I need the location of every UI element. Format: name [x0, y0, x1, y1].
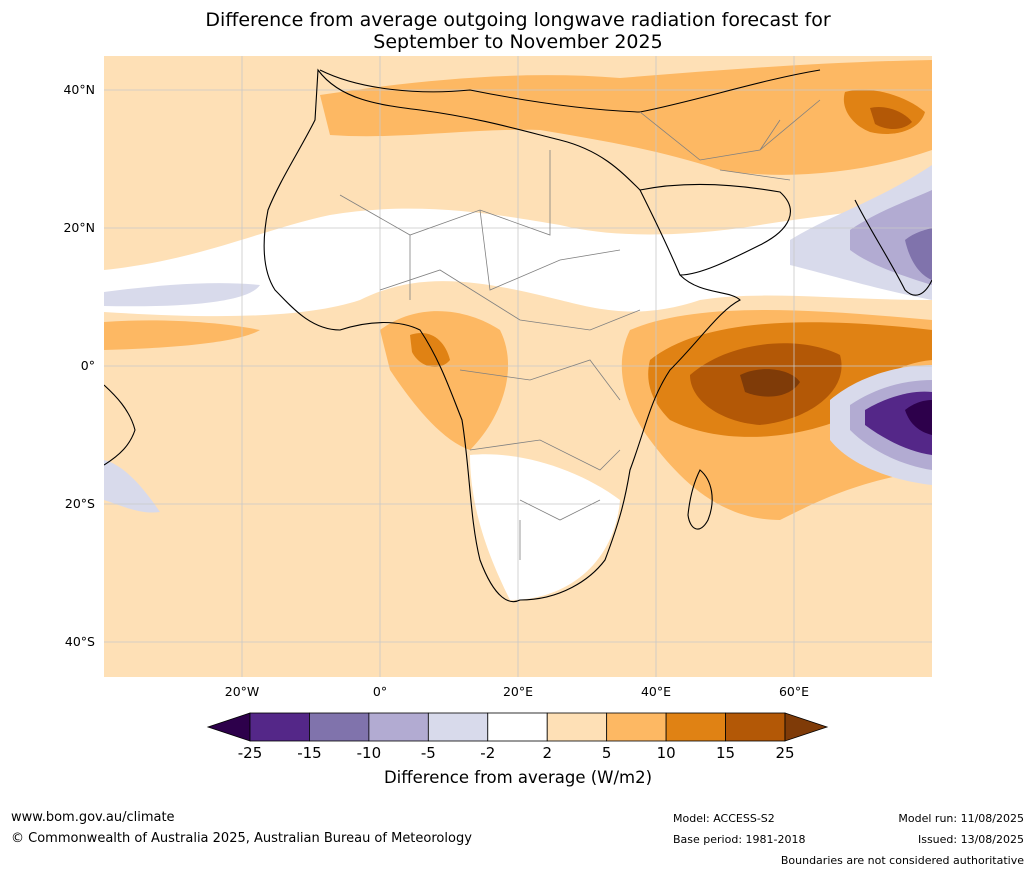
colorbar-swatch — [546, 712, 608, 742]
footer-disclaimer: Boundaries are not considered authoritat… — [780, 854, 1024, 867]
field-indian-ocean-core — [740, 369, 800, 397]
lon-label-20w: 20°W — [224, 684, 260, 699]
footer-base-period: Base period: 1981-2018 — [673, 833, 806, 846]
colorbar-tick-label: 2 — [542, 744, 552, 762]
colorbar-swatch — [249, 712, 310, 742]
colorbar-tick-label: -2 — [480, 744, 496, 762]
title-line-1: Difference from average outgoing longwav… — [205, 9, 831, 31]
south-america-coastline — [104, 384, 136, 466]
footer-website[interactable]: www.bom.gov.au/climate — [11, 810, 175, 825]
colorbar-tick-label: -15 — [297, 744, 322, 762]
footer-copyright: © Commonwealth of Australia 2025, Austra… — [11, 831, 472, 846]
field-south-indian-core — [905, 400, 932, 435]
lon-label-20e: 20°E — [502, 684, 534, 699]
graticule — [104, 56, 932, 677]
colorbar-extend-high — [784, 712, 829, 742]
colorbar-swatch — [487, 712, 548, 742]
lat-label-20s: 20°S — [64, 496, 95, 511]
field-india-deep-purple — [905, 228, 932, 280]
colorbar-swatch — [725, 712, 786, 742]
africa-coastline — [263, 68, 741, 603]
madagascar-coastline — [687, 469, 713, 530]
field-central-asia-dark — [870, 106, 912, 129]
colorbar-swatch — [427, 712, 489, 742]
field-atlantic-light-purple — [104, 283, 260, 307]
colorbar-tick-label: 25 — [775, 744, 795, 762]
colorbar-tick-label: -10 — [356, 744, 382, 762]
colorbar-swatch — [309, 712, 370, 742]
footer-model: Model: ACCESS-S2 — [673, 812, 775, 825]
colorbar-swatch — [368, 712, 429, 742]
footer-issued: Issued: 13/08/2025 — [917, 833, 1024, 846]
field-atlantic-orange — [104, 320, 260, 350]
colorbar-extend-low — [206, 712, 251, 742]
colorbar — [206, 712, 829, 742]
country-borders — [339, 99, 821, 560]
colorbar-tick-label: 5 — [601, 744, 612, 762]
arabia-coastline — [639, 183, 791, 276]
colorbar-label: Difference from average (W/m2) — [383, 768, 653, 787]
colorbar-tick-label: -5 — [420, 744, 436, 762]
field-southern-africa-neutral — [470, 454, 620, 600]
field-north-orange — [320, 60, 932, 175]
lon-label-60e: 60°E — [778, 684, 810, 699]
lat-label-0: 0° — [80, 358, 95, 373]
colorbar-tick-label: -25 — [237, 744, 263, 762]
colorbar-swatch — [665, 712, 726, 742]
field-india-mid-purple — [850, 190, 932, 285]
footer-model-run: Model run: 11/08/2025 — [898, 812, 1024, 825]
colorbar-swatch — [606, 712, 667, 742]
lat-label-40n: 40°N — [63, 82, 95, 97]
lon-label-0: 0° — [372, 684, 388, 699]
field-gabon-orange — [410, 332, 450, 367]
title-line-2: September to November 2025 — [373, 31, 663, 53]
lon-label-40e: 40°E — [640, 684, 672, 699]
colorbar-tick-label: 10 — [656, 744, 676, 762]
anomaly-field — [104, 56, 932, 677]
map-title: Difference from average outgoing longwav… — [104, 9, 932, 53]
field-south-atlantic-light-purple — [104, 460, 160, 513]
colorbar-tick-label: 15 — [716, 744, 736, 762]
lat-label-40s: 40°S — [64, 634, 95, 649]
europe-coastline — [319, 69, 821, 113]
lat-label-20n: 20°N — [63, 220, 95, 235]
india-coastline — [854, 199, 932, 296]
